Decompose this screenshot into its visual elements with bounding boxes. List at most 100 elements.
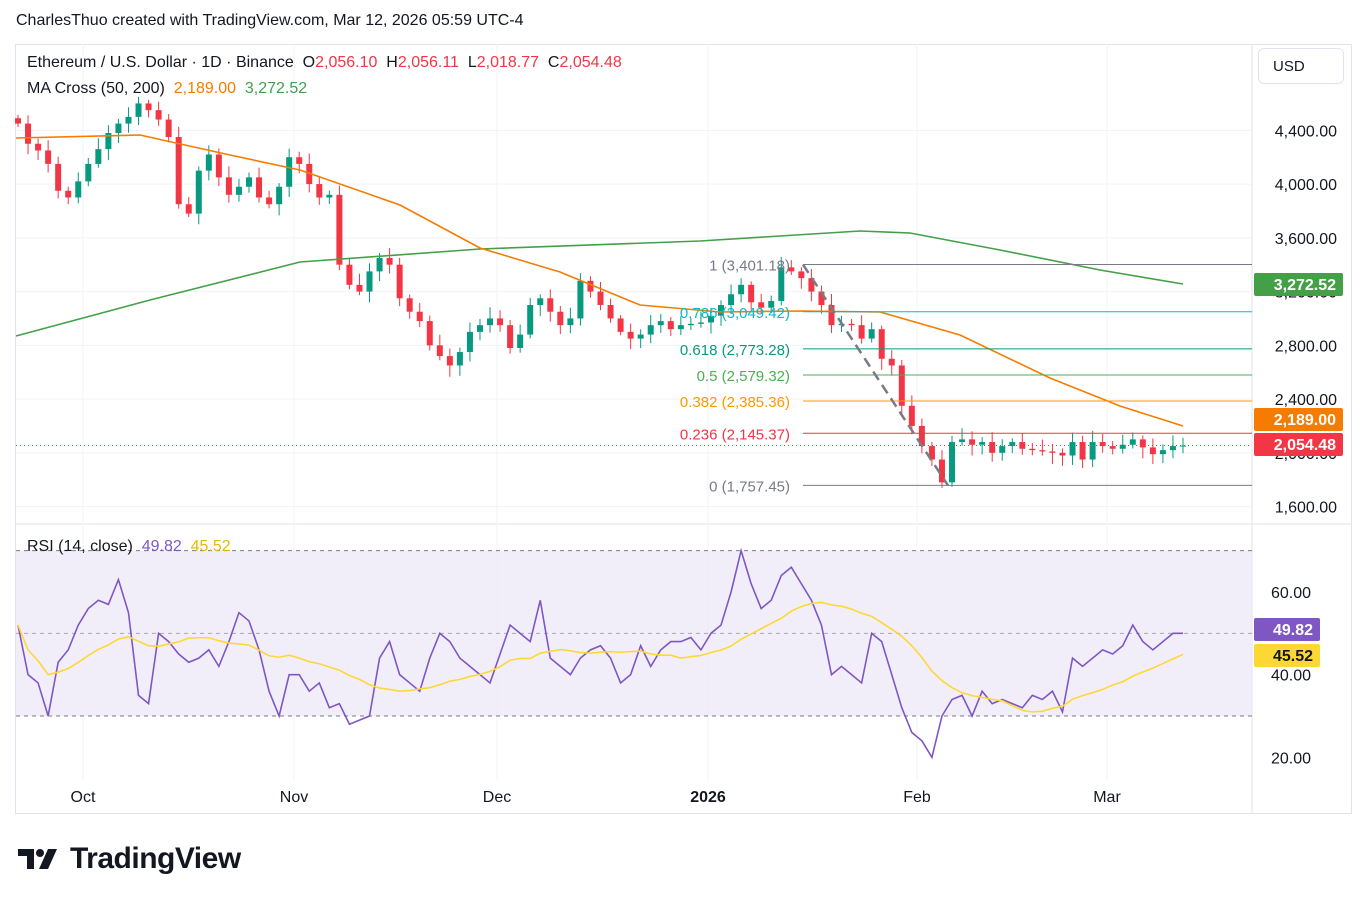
- high-label: H: [386, 54, 398, 71]
- candle-body: [1019, 442, 1026, 449]
- candle-body: [657, 321, 664, 326]
- candle-body: [195, 170, 202, 214]
- candle-body: [1049, 451, 1056, 453]
- open-value: 2,056.10: [315, 54, 378, 71]
- candle-body: [1129, 439, 1136, 445]
- fib-level-label: 0.618 (2,773.28): [680, 342, 790, 359]
- candle-body: [607, 305, 614, 319]
- price-tag: [1254, 273, 1343, 296]
- candle-body: [517, 334, 524, 348]
- rsi-legend[interactable]: RSI (14, close) 49.82 45.52: [27, 538, 231, 556]
- rsi-tag: [1254, 618, 1320, 641]
- candle-body: [768, 300, 775, 308]
- candle-body: [888, 358, 895, 366]
- rsi-tick-label: 20.00: [1271, 750, 1311, 767]
- candle-body: [748, 284, 755, 303]
- candle-body: [426, 321, 433, 346]
- candle-body: [667, 321, 674, 330]
- candle-body: [707, 315, 714, 323]
- symbol-legend: Ethereum / U.S. Dollar · 1D · Binance O2…: [27, 54, 622, 72]
- candle-body: [436, 345, 443, 357]
- candle-body: [1180, 445, 1186, 447]
- candle-body: [818, 291, 825, 305]
- candle-body: [758, 302, 765, 308]
- candle-body: [65, 190, 72, 198]
- close-value: 2,054.48: [559, 54, 622, 71]
- time-tick-label: 2026: [690, 789, 726, 806]
- rsi-tag-text: 49.82: [1273, 622, 1313, 639]
- candle-body: [456, 352, 463, 366]
- candle-body: [1109, 446, 1116, 449]
- candle-body: [677, 325, 684, 330]
- ma50-line: [15, 134, 1184, 427]
- candle-body: [969, 439, 976, 445]
- candle-body: [356, 284, 363, 292]
- candle-body: [75, 181, 82, 198]
- candle-body: [85, 163, 92, 182]
- ma-cross-legend[interactable]: MA Cross (50, 200) 2,189.00 3,272.52: [27, 80, 307, 98]
- candle-body: [1099, 442, 1106, 447]
- candle-body: [547, 298, 554, 312]
- candle-body: [155, 110, 162, 120]
- ma-cross-label: MA Cross (50, 200): [27, 80, 165, 97]
- ma50-value: 2,189.00: [173, 80, 236, 97]
- candle-body: [878, 329, 885, 359]
- candle-body: [185, 204, 192, 214]
- candle-body: [627, 331, 634, 339]
- price-tick-label: 2,800.00: [1275, 338, 1337, 355]
- candle-body: [1089, 442, 1096, 460]
- candle-body: [225, 177, 232, 195]
- candle-body: [527, 305, 534, 335]
- candle-body: [487, 318, 494, 326]
- candle-body: [366, 271, 373, 292]
- candle-body: [1119, 444, 1126, 449]
- candle-body: [396, 264, 403, 299]
- candle-body: [858, 325, 865, 339]
- candle-body: [597, 291, 604, 305]
- candle-body: [476, 325, 483, 332]
- price-tick-label: 4,400.00: [1275, 123, 1337, 140]
- symbol-name[interactable]: Ethereum / U.S. Dollar · 1D · Binance: [27, 54, 294, 71]
- candle-body: [687, 323, 694, 326]
- price-tag-text: 2,054.48: [1274, 437, 1336, 454]
- candle-body: [1059, 452, 1066, 456]
- price-tick-label: 3,600.00: [1275, 231, 1337, 248]
- candle-body: [45, 150, 52, 164]
- candle-body: [738, 284, 745, 295]
- time-tick-label: Feb: [903, 789, 931, 806]
- fib-level-label: 0.786 (3,049.42): [680, 305, 790, 322]
- price-tag-text: 2,189.00: [1274, 412, 1336, 429]
- tradingview-wordmark: TradingView: [70, 842, 241, 875]
- candle-body: [848, 323, 855, 326]
- candle-body: [728, 294, 735, 305]
- fib-level-label: 0.236 (2,145.37): [680, 426, 790, 443]
- candle-body: [386, 257, 393, 265]
- candle-body: [647, 325, 654, 335]
- ma200-value: 3,272.52: [244, 80, 308, 97]
- candle-body: [989, 442, 996, 453]
- candle-body: [637, 334, 644, 339]
- price-tag: [1254, 433, 1343, 456]
- candle-body: [256, 177, 263, 198]
- candle-body: [95, 149, 102, 164]
- high-value: 2,056.11: [397, 54, 459, 71]
- candle-body: [999, 446, 1006, 453]
- currency-button[interactable]: USD: [1258, 48, 1344, 84]
- candle-body: [1069, 442, 1076, 456]
- low-label: L: [467, 54, 477, 71]
- candle-body: [898, 365, 905, 406]
- time-tick-label: Dec: [483, 789, 511, 806]
- candle-body: [416, 311, 423, 322]
- candle-body: [25, 123, 32, 144]
- candle-body: [1169, 446, 1176, 451]
- candle-body: [205, 154, 212, 171]
- chart-frame: [15, 44, 1352, 814]
- price-tick-label: 2,400.00: [1275, 392, 1337, 409]
- candle-body: [507, 325, 514, 348]
- low-value: 2,018.77: [476, 54, 540, 71]
- candle-body: [979, 442, 986, 445]
- price-tag-text: 3,272.52: [1274, 277, 1336, 294]
- time-tick-label: Oct: [71, 789, 96, 806]
- candle-body: [105, 133, 112, 150]
